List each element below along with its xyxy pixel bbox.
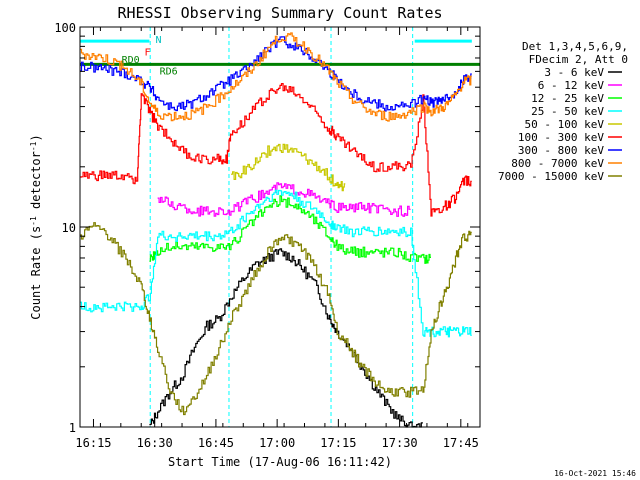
series-300-800-kev	[80, 36, 472, 112]
x-tick-label-17-15: 17:15	[320, 436, 356, 450]
y-axis-label-part-1: -1	[29, 216, 38, 226]
series-line-300-800-kev-0	[80, 36, 472, 112]
legend-label-50-100-kev: 50 - 100 keV	[525, 118, 605, 131]
series-7000-15000-kev	[80, 222, 472, 416]
series-800-7000-kev	[80, 32, 472, 122]
legend-label-300-800-kev: 300 - 800 keV	[518, 144, 604, 157]
y-tick-label-100: 100	[54, 21, 76, 35]
series-line-12-25-kev-0	[149, 195, 431, 264]
legend-label-800-7000-kev: 800 - 7000 keV	[511, 157, 604, 170]
series-6-12-kev	[157, 182, 411, 217]
series-3-6-kev	[149, 248, 423, 428]
series-line-6-12-kev-0	[157, 182, 411, 217]
flag-label-rd6: RD6	[160, 66, 178, 77]
legend: Det 1,3,4,5,6,9,FDecim 2, Att 03 - 6 keV…	[498, 40, 628, 183]
legend-label-7000-15000-kev: 7000 - 15000 keV	[498, 170, 604, 183]
series-line-25-50-kev-0	[80, 189, 472, 338]
series-line-7000-15000-kev-0	[80, 222, 472, 416]
legend-label-25-50-kev: 25 - 50 keV	[531, 105, 604, 118]
flag-label-n: N	[156, 35, 162, 46]
legend-label-3-6-kev: 3 - 6 keV	[544, 66, 604, 79]
y-tick-label-1: 1	[69, 421, 76, 435]
x-tick-label-16-30: 16:30	[137, 436, 173, 450]
series-lines	[80, 32, 472, 428]
x-tick-label-16-45: 16:45	[198, 436, 234, 450]
x-axis: 16:15 16:30 16:45 17:00 17:15 17:30 17:45	[75, 27, 479, 450]
series-line-800-7000-kev-0	[80, 32, 472, 122]
legend-label-12-25-kev: 12 - 25 keV	[531, 92, 604, 105]
y-axis-label-part-0: Count Rate (s	[29, 226, 43, 320]
y-axis-label: Count Rate (s-1 detector-1)	[29, 134, 44, 319]
x-tick-label-16-15: 16:15	[75, 436, 111, 450]
series-line-3-6-kev-0	[149, 248, 423, 428]
legend-header-0: Det 1,3,4,5,6,9,	[522, 40, 628, 53]
x-tick-label-17-30: 17:30	[382, 436, 418, 450]
series-line-50-100-kev-0	[231, 143, 346, 192]
x-tick-label-17-00: 17:00	[259, 436, 295, 450]
legend-header-1: FDecim 2, Att 0	[529, 53, 628, 66]
y-axis-label-part-3: -1	[29, 141, 38, 151]
x-axis-label: Start Time (17-Aug-06 16:11:42)	[168, 455, 392, 469]
legend-label-100-300-kev: 100 - 300 keV	[518, 131, 604, 144]
chart-title: RHESSI Observing Summary Count Rates	[117, 4, 442, 22]
flag-labels: FN RD0 RD6	[122, 35, 178, 77]
flag-label-rd0: RD0	[122, 55, 140, 66]
series-25-50-kev	[80, 189, 472, 338]
footer-timestamp: 16-Oct-2021 15:46	[554, 469, 636, 478]
series-12-25-kev	[149, 195, 431, 264]
y-tick-label-10: 10	[62, 221, 76, 235]
flag-bars	[80, 39, 480, 66]
legend-label-6-12-kev: 6 - 12 keV	[538, 79, 605, 92]
series-50-100-kev	[231, 143, 346, 192]
series-100-300-kev	[80, 82, 472, 217]
series-line-100-300-kev-0	[80, 82, 472, 217]
flag-label-f: F	[144, 48, 150, 59]
y-axis-label-part-2: detector	[29, 151, 43, 216]
y-axis: 1 10 100	[54, 21, 480, 435]
x-tick-label-17-45: 17:45	[443, 436, 479, 450]
y-axis-label-part-4: )	[29, 134, 43, 141]
